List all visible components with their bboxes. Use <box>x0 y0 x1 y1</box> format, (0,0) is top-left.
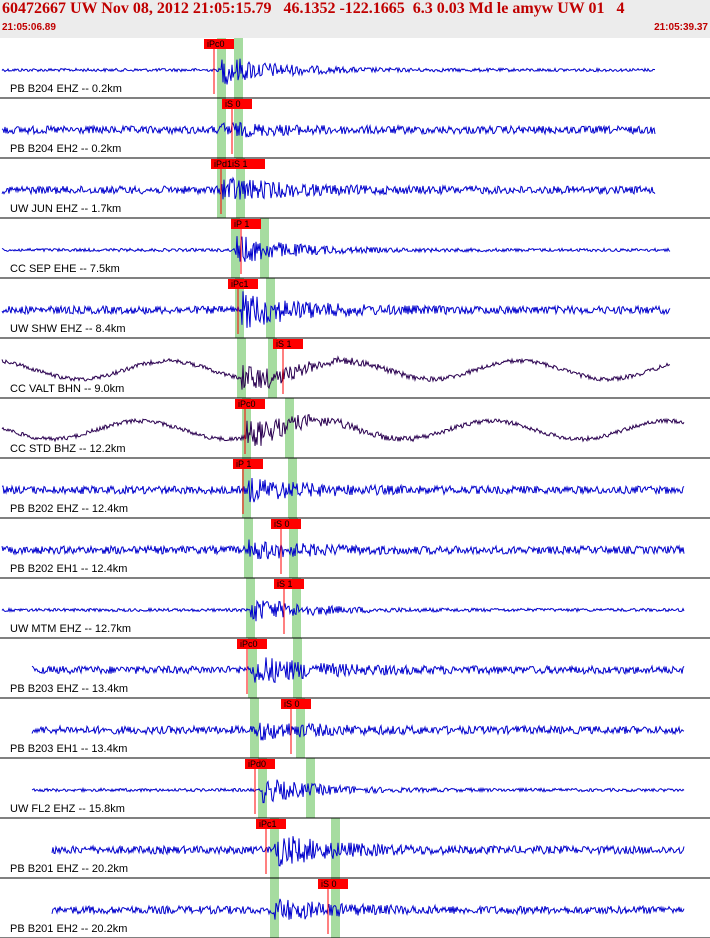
station-label: CC VALT BHN -- 9.0km <box>10 383 124 395</box>
pick-label-box <box>235 399 265 409</box>
p-pick-band <box>235 278 244 338</box>
p-pick-band <box>258 758 267 818</box>
trace-row: iS 0 PB B201 EH2 -- 20.2km <box>0 879 710 938</box>
pick-label: iPc1 <box>259 819 277 829</box>
trace-row: iPd0 UW FL2 EHZ -- 15.8km <box>0 759 710 819</box>
waveform <box>1 539 685 560</box>
seismogram-header: 60472667 UW Nov 08, 2012 21:05:15.79 46.… <box>0 0 710 38</box>
waveform <box>31 657 685 683</box>
station-label: PB B202 EH1 -- 12.4km <box>10 563 127 575</box>
waveform <box>1 414 685 446</box>
p-pick-band <box>217 98 226 158</box>
event-title: 60472667 UW Nov 08, 2012 21:05:15.79 46.… <box>2 0 625 17</box>
station-label: CC SEP EHE -- 7.5km <box>10 263 120 275</box>
pick-label: iPc1 <box>231 279 249 289</box>
pick-label: iS 1 <box>277 579 293 589</box>
pick-label: iS 1 <box>276 339 292 349</box>
trace-row: iPc0 PB B203 EHZ -- 13.4km <box>0 639 710 699</box>
trace-row: iS 0 PB B203 EH1 -- 13.4km <box>0 699 710 759</box>
station-label: PB B204 EH2 -- 0.2km <box>10 143 121 155</box>
pick-label-box <box>228 279 258 289</box>
pick-label: iPd1iS 1 <box>214 159 248 169</box>
trace-row: iP 1 PB B202 EHZ -- 12.4km <box>0 459 710 519</box>
pick-label: iS 0 <box>284 699 300 709</box>
start-time-label: 21:05:06.89 <box>2 22 56 33</box>
s-pick-band <box>285 398 294 458</box>
pick-label-box <box>233 459 263 469</box>
waveform <box>31 779 685 804</box>
station-label: PB B201 EHZ -- 20.2km <box>10 863 128 875</box>
pick-label: iP 1 <box>236 459 251 469</box>
pick-label-box <box>274 579 304 589</box>
pick-label: iS 0 <box>274 519 290 529</box>
station-label: UW SHW EHZ -- 8.4km <box>10 323 126 335</box>
trace-row: iP 1 CC SEP EHE -- 7.5km <box>0 219 710 279</box>
pick-label-box <box>231 219 261 229</box>
s-pick-band <box>306 758 315 818</box>
trace-row: iS 1 CC VALT BHN -- 9.0km <box>0 339 710 399</box>
pick-label-box <box>211 159 265 169</box>
p-pick-band <box>242 458 251 518</box>
trace-row: iPd1iS 1 UW JUN EHZ -- 1.7km <box>0 159 710 219</box>
waveform <box>31 722 685 741</box>
waveform <box>1 599 685 622</box>
station-label: PB B203 EH1 -- 13.4km <box>10 743 127 755</box>
station-label: UW JUN EHZ -- 1.7km <box>10 203 121 215</box>
pick-label-box <box>256 819 286 829</box>
pick-label-box <box>318 879 348 889</box>
p-pick-band <box>237 338 246 398</box>
p-pick-band <box>231 218 240 278</box>
waveform <box>1 355 671 390</box>
pick-label: iPc0 <box>240 639 258 649</box>
seismogram-plot: iPc0 PB B204 EHZ -- 0.2km iS 0 PB B204 EH2 … <box>0 38 710 938</box>
pick-label: iPc0 <box>238 399 256 409</box>
s-pick-band <box>268 338 277 398</box>
pick-label-box <box>245 759 275 769</box>
pick-label-box <box>273 339 303 349</box>
pick-label: iPc0 <box>207 39 225 49</box>
pick-label-box <box>237 639 267 649</box>
waveform <box>1 176 656 200</box>
station-label: PB B202 EHZ -- 12.4km <box>10 503 128 515</box>
station-label: UW MTM EHZ -- 12.7km <box>10 623 131 635</box>
s-pick-band <box>289 518 298 578</box>
station-label: PB B203 EHZ -- 13.4km <box>10 683 128 695</box>
station-label: PB B201 EH2 -- 20.2km <box>10 923 127 935</box>
pick-label: iPd0 <box>248 759 266 769</box>
waveform <box>1 58 656 85</box>
s-pick-band <box>260 218 269 278</box>
pick-label-box <box>281 699 311 709</box>
pick-label: iS 0 <box>225 99 241 109</box>
trace-row: iPc0 CC STD BHZ -- 12.2km <box>0 399 710 459</box>
station-label: PB B204 EHZ -- 0.2km <box>10 83 122 95</box>
waveform <box>1 291 671 328</box>
end-time-label: 21:05:39.37 <box>654 22 708 33</box>
waveform <box>1 236 671 262</box>
waveform <box>51 836 685 867</box>
pick-label: iS 0 <box>321 879 337 889</box>
trace-row: iPc0 PB B204 EHZ -- 0.2km <box>0 39 710 99</box>
waveform <box>1 121 656 138</box>
s-pick-band <box>234 38 243 98</box>
station-label: CC STD BHZ -- 12.2km <box>10 443 126 455</box>
p-pick-band <box>270 818 279 878</box>
pick-label-box <box>271 519 301 529</box>
waveform <box>1 477 685 503</box>
trace-row: iS 0 PB B202 EH1 -- 12.4km <box>0 519 710 579</box>
pick-label-box <box>222 99 252 109</box>
trace-row: iPc1 PB B201 EHZ -- 20.2km <box>0 819 710 879</box>
p-pick-band <box>270 878 279 938</box>
station-label: UW FL2 EHZ -- 15.8km <box>10 803 125 815</box>
trace-row: iPc1 UW SHW EHZ -- 8.4km <box>0 279 710 339</box>
p-pick-band <box>246 578 255 638</box>
trace-row: iS 0 PB B204 EH2 -- 0.2km <box>0 99 710 159</box>
waveform <box>51 898 685 920</box>
s-pick-band <box>331 818 340 878</box>
pick-label: iP 1 <box>234 219 249 229</box>
trace-row: iS 1 UW MTM EHZ -- 12.7km <box>0 579 710 639</box>
s-pick-band <box>331 878 340 938</box>
pick-label-box <box>204 39 234 49</box>
